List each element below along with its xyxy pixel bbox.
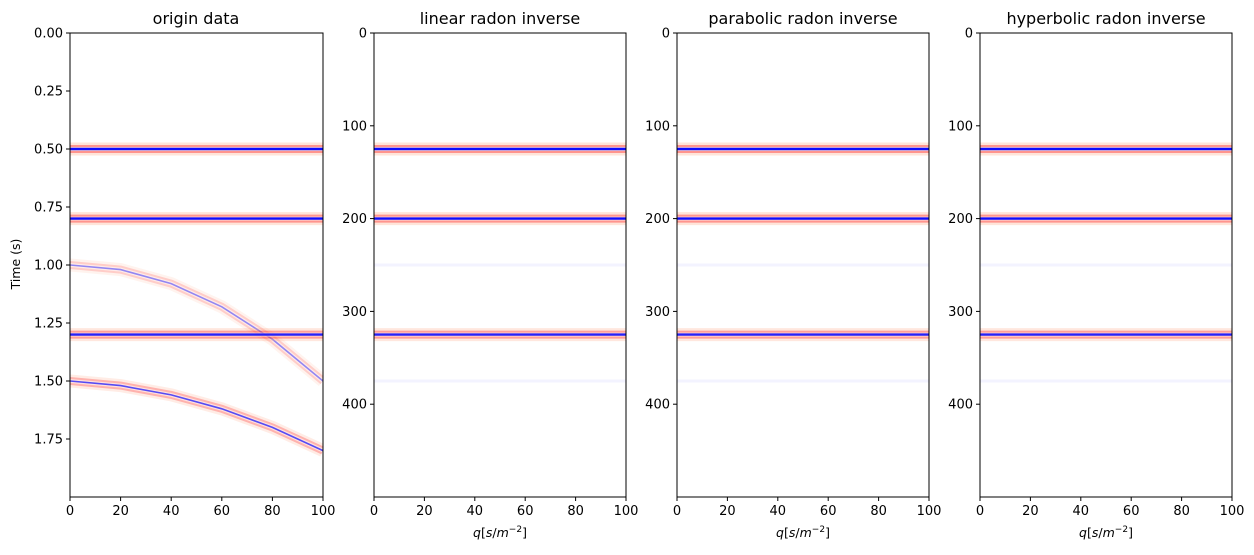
y-tick-label: 200	[342, 212, 367, 227]
y-tick-label: 0.00	[34, 27, 63, 42]
y-tick-label: 0.75	[34, 201, 63, 216]
plot-background	[677, 33, 929, 497]
x-label-close: ]	[825, 525, 830, 540]
x-tick-label: 40	[467, 504, 484, 519]
x-label-m: m	[1103, 525, 1115, 540]
y-tick-label: 0	[965, 27, 973, 42]
y-tick-label: 100	[342, 119, 367, 134]
x-tick-label: 100	[1220, 504, 1245, 519]
x-label-open: [	[784, 525, 789, 540]
x-axis-label: q[s/m−2]	[473, 525, 527, 540]
panel-title: linear radon inverse	[420, 9, 581, 28]
y-tick-label: 1.25	[34, 317, 63, 332]
x-tick-label: 100	[917, 504, 942, 519]
plot-frame	[676, 32, 930, 498]
y-tick-label: 200	[645, 212, 670, 227]
x-tick-label: 20	[1022, 504, 1039, 519]
x-label-q: q	[1079, 525, 1087, 540]
event-center	[70, 264, 323, 382]
plot-background	[374, 33, 626, 497]
x-label-s: s	[486, 525, 493, 540]
y-tick-label: 300	[645, 305, 670, 320]
x-label-s: s	[1092, 525, 1099, 540]
plot-area: 0 20 40 60 80 100 0 100 200 300 400	[645, 27, 941, 520]
plot-area: 0 20 40 60 80 100 0 100 200 300 400	[342, 27, 638, 520]
x-tick-label: 80	[264, 504, 281, 519]
plot-frame	[979, 32, 1233, 498]
panel-hyperbolic-radon: hyperbolic radon inverse 0 20 40 60 80 100 0 10…	[948, 9, 1244, 540]
panel-title: hyperbolic radon inverse	[1006, 9, 1205, 28]
panel-origin-data: origin data 0 20 40 60 80 100 0.00 0.25 0.50 0.75…	[8, 9, 335, 519]
y-tick-label: 400	[948, 398, 973, 413]
y-axis-label: Time (s)	[8, 239, 23, 291]
events-layer	[374, 142, 626, 383]
x-tick-label: 40	[163, 504, 180, 519]
y-tick-label: 1.75	[34, 433, 63, 448]
panel-linear-radon: linear radon inverse 0 20 40 60 80 100 0 100 200…	[342, 9, 638, 540]
x-tick-label: 100	[614, 504, 639, 519]
y-tick-label: 1.50	[34, 375, 63, 390]
x-tick-label: 0	[66, 504, 74, 519]
y-tick-label: 200	[948, 212, 973, 227]
x-tick-label: 80	[567, 504, 584, 519]
y-tick-label: 0	[662, 27, 670, 42]
y-tick-label: 100	[645, 119, 670, 134]
x-label-slash: /	[795, 525, 800, 540]
x-tick-label: 60	[214, 504, 231, 519]
x-label-exp: −2	[812, 525, 825, 535]
x-label-exp: −2	[509, 525, 522, 535]
x-label-slash: /	[1098, 525, 1103, 540]
panel-parabolic-radon: parabolic radon inverse 0 20 40 60 80 100 0 100…	[645, 9, 941, 540]
plot-background	[70, 33, 323, 497]
x-label-m: m	[497, 525, 509, 540]
event-center	[70, 380, 323, 452]
y-tick-label: 300	[342, 305, 367, 320]
event-gap	[70, 263, 323, 383]
x-tick-label: 60	[517, 504, 534, 519]
plot-area: 0 20 40 60 80 100 0 100 200 300 400	[948, 27, 1244, 520]
x-tick-label: 100	[311, 504, 336, 519]
x-label-s: s	[789, 525, 796, 540]
x-label-close: ]	[522, 525, 527, 540]
y-tick-label: 0	[359, 27, 367, 42]
events-layer	[980, 142, 1232, 383]
y-tick-label: 1.00	[34, 259, 63, 274]
y-tick-label: 0.50	[34, 143, 63, 158]
x-tick-label: 0	[370, 504, 378, 519]
y-tick-label: 100	[948, 119, 973, 134]
x-tick-label: 40	[770, 504, 787, 519]
x-tick-label: 0	[976, 504, 984, 519]
x-tick-label: 20	[112, 504, 129, 519]
events-layer	[677, 142, 929, 383]
x-tick-label: 20	[719, 504, 736, 519]
x-tick-label: 20	[416, 504, 433, 519]
x-tick-label: 0	[673, 504, 681, 519]
panel-title: parabolic radon inverse	[708, 9, 897, 28]
x-tick-label: 80	[1173, 504, 1190, 519]
x-label-open: [	[481, 525, 486, 540]
x-label-m: m	[800, 525, 812, 540]
x-axis-label: q[s/m−2]	[776, 525, 830, 540]
x-label-open: [	[1087, 525, 1092, 540]
x-axis-label: q[s/m−2]	[1079, 525, 1133, 540]
x-tick-label: 80	[870, 504, 887, 519]
plot-background	[980, 33, 1232, 497]
plot-area: 0 20 40 60 80 100 0.00 0.25 0.50 0.75 1.00 1.25 1.50…	[34, 27, 335, 520]
x-label-exp: −2	[1115, 525, 1128, 535]
x-label-close: ]	[1128, 525, 1133, 540]
y-tick-label: 400	[342, 398, 367, 413]
x-label-q: q	[776, 525, 784, 540]
events-layer	[70, 142, 323, 457]
panel-title: origin data	[153, 9, 240, 28]
y-tick-label: 400	[645, 398, 670, 413]
x-label-q: q	[473, 525, 481, 540]
plot-frame	[373, 32, 627, 498]
y-tick-label: 0.25	[34, 85, 63, 100]
x-tick-label: 60	[1123, 504, 1140, 519]
x-tick-label: 40	[1073, 504, 1090, 519]
y-tick-label: 300	[948, 305, 973, 320]
x-tick-label: 60	[820, 504, 837, 519]
x-label-slash: /	[492, 525, 497, 540]
